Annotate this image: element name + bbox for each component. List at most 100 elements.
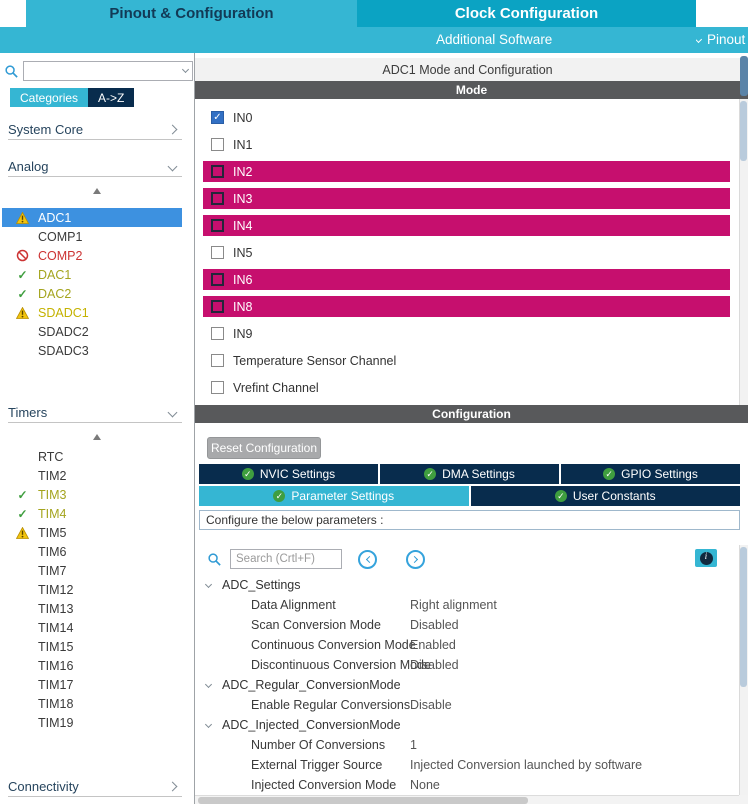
sidebar-section-analog[interactable]: Analog (8, 157, 182, 177)
param-value[interactable]: Disabled (410, 658, 459, 672)
pinout-menu-label: Pinout (707, 32, 746, 47)
sidebar-item-sdadc2[interactable]: SDADC2 (2, 322, 182, 341)
channel-row-in5[interactable]: IN5 (203, 242, 730, 263)
sidebar-item-tim17[interactable]: TIM17 (2, 675, 182, 694)
tab-parameter-settings[interactable]: Parameter Settings (199, 486, 469, 506)
checkbox-in1[interactable] (211, 138, 224, 151)
tab-a-to-z[interactable]: A->Z (88, 88, 135, 107)
mode-scrollbar-track[interactable] (739, 99, 748, 405)
checkbox-temperature-sensor[interactable] (211, 354, 224, 367)
list-scroll-up[interactable] (0, 188, 194, 194)
param-value[interactable]: Disabled (410, 618, 459, 632)
sidebar-item-tim15[interactable]: TIM15 (2, 637, 182, 656)
channel-row-in8[interactable]: IN8 (203, 296, 730, 317)
horizontal-scrollbar-track[interactable] (195, 795, 739, 804)
next-match-button[interactable] (406, 549, 425, 569)
checkbox-in4[interactable] (211, 219, 224, 232)
tab-clock-configuration[interactable]: Clock Configuration (357, 0, 696, 27)
checkbox-in0[interactable] (211, 111, 224, 124)
sidebar-search-combo[interactable] (23, 61, 193, 81)
adc1-config-panel: ADC1 Mode and Configuration Mode IN0 IN1… (195, 53, 748, 804)
sidebar-section-system-core[interactable]: System Core (8, 120, 182, 140)
item-label: TIM17 (38, 677, 74, 692)
item-label: TIM19 (38, 715, 74, 730)
channel-row-in1[interactable]: IN1 (203, 134, 730, 155)
channel-row-in0[interactable]: IN0 (203, 107, 730, 128)
config-scrollbar-thumb[interactable] (740, 547, 747, 687)
sidebar-section-timers[interactable]: Timers (8, 403, 182, 423)
group-row-adc-injected-conversionmode[interactable]: ADC_Injected_ConversionMode (195, 716, 748, 736)
param-value[interactable]: 1 (410, 738, 417, 752)
param-value[interactable]: None (410, 778, 440, 792)
checkbox-in3[interactable] (211, 192, 224, 205)
sidebar-section-connectivity[interactable]: Connectivity (8, 777, 182, 797)
pinout-menu[interactable]: Pinout (696, 32, 748, 47)
channel-row-in4[interactable]: IN4 (203, 215, 730, 236)
horizontal-scrollbar-thumb[interactable] (198, 797, 528, 804)
sidebar-item-dac1[interactable]: DAC1 (2, 265, 182, 284)
sidebar-item-tim7[interactable]: TIM7 (2, 561, 182, 580)
group-row-adc-settings[interactable]: ADC_Settings (195, 576, 748, 596)
config-scrollbar-track[interactable] (739, 545, 748, 795)
chevron-right-icon (167, 124, 178, 135)
sidebar-item-rtc[interactable]: RTC (2, 447, 182, 466)
checkbox-in9[interactable] (211, 327, 224, 340)
item-label: TIM7 (38, 563, 67, 578)
tab-pinout-and-configuration[interactable]: Pinout & Configuration (26, 0, 357, 27)
sidebar-item-tim4[interactable]: TIM4 (2, 504, 182, 523)
reset-configuration-button[interactable]: Reset Configuration (207, 437, 321, 459)
previous-match-button[interactable] (358, 549, 377, 569)
sidebar-item-tim16[interactable]: TIM16 (2, 656, 182, 675)
sidebar-search-input[interactable] (28, 63, 183, 79)
checkbox-in6[interactable] (211, 273, 224, 286)
sidebar-item-tim3[interactable]: TIM3 (2, 485, 182, 504)
sidebar-item-sdadc1[interactable]: SDADC1 (2, 303, 182, 322)
chevron-right-icon (167, 781, 178, 792)
tab-user-constants[interactable]: User Constants (470, 486, 740, 506)
param-value[interactable]: Disable (410, 698, 452, 712)
sidebar-item-sdadc3[interactable]: SDADC3 (2, 341, 182, 360)
channel-row-temperature-sensor[interactable]: Temperature Sensor Channel (203, 350, 730, 371)
sidebar-item-tim12[interactable]: TIM12 (2, 580, 182, 599)
checkbox-in2[interactable] (211, 165, 224, 178)
info-button[interactable] (695, 549, 717, 567)
tab-nvic-settings[interactable]: NVIC Settings (199, 464, 378, 484)
group-row-adc-regular-conversionmode[interactable]: ADC_Regular_ConversionMode (195, 676, 748, 696)
list-scroll-up[interactable] (0, 434, 194, 440)
sidebar-item-comp1[interactable]: COMP1 (2, 227, 182, 246)
warning-icon (15, 526, 30, 539)
sidebar-item-tim5[interactable]: TIM5 (2, 523, 182, 542)
param-value[interactable]: Right alignment (410, 598, 497, 612)
additional-software-menu[interactable]: Additional Software (436, 32, 553, 47)
item-label: TIM15 (38, 639, 74, 654)
channel-row-in9[interactable]: IN9 (203, 323, 730, 344)
channel-row-vrefint[interactable]: Vrefint Channel (203, 377, 730, 398)
sidebar-item-tim19[interactable]: TIM19 (2, 713, 182, 732)
sidebar-item-tim18[interactable]: TIM18 (2, 694, 182, 713)
check-icon (15, 488, 30, 501)
tab-dma-settings[interactable]: DMA Settings (380, 464, 559, 484)
channel-row-in6[interactable]: IN6 (203, 269, 730, 290)
sidebar-item-tim2[interactable]: TIM2 (2, 466, 182, 485)
checkbox-in8[interactable] (211, 300, 224, 313)
param-value[interactable]: Injected Conversion launched by software (410, 758, 643, 772)
sidebar-item-tim14[interactable]: TIM14 (2, 618, 182, 637)
sidebar-item-adc1[interactable]: ADC1 (2, 208, 182, 227)
param-value[interactable]: Enabled (410, 638, 456, 652)
tab-gpio-settings[interactable]: GPIO Settings (561, 464, 740, 484)
checkbox-in5[interactable] (211, 246, 224, 259)
panel-title: ADC1 Mode and Configuration (195, 58, 740, 81)
item-label: TIM18 (38, 696, 74, 711)
channel-row-in2[interactable]: IN2 (203, 161, 730, 182)
mode-scrollbar-thumb[interactable] (740, 101, 747, 161)
sidebar-item-comp2[interactable]: COMP2 (2, 246, 182, 265)
checkbox-vrefint[interactable] (211, 381, 224, 394)
combo-dropdown-icon[interactable] (181, 65, 190, 74)
parameter-search-input[interactable] (230, 549, 342, 569)
sidebar-item-tim6[interactable]: TIM6 (2, 542, 182, 561)
channel-row-in3[interactable]: IN3 (203, 188, 730, 209)
sidebar-item-dac2[interactable]: DAC2 (2, 284, 182, 303)
sidebar-item-tim13[interactable]: TIM13 (2, 599, 182, 618)
page-scrollbar-thumb[interactable] (740, 56, 748, 96)
tab-categories[interactable]: Categories (10, 88, 89, 107)
